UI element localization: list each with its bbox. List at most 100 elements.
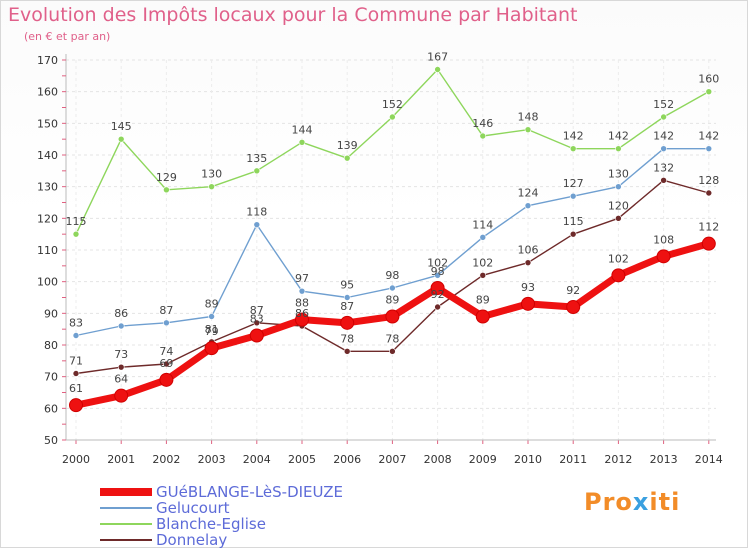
data-point (524, 202, 532, 209)
data-label: 115 (66, 215, 87, 228)
data-label: 102 (608, 252, 629, 265)
chart-subtitle: (en € et par an) (24, 30, 111, 43)
data-label: 86 (295, 307, 309, 320)
data-point (389, 113, 396, 121)
data-point (249, 328, 264, 343)
y-tick-label: 80 (44, 339, 58, 352)
data-label: 98 (431, 265, 445, 278)
y-tick-label: 110 (37, 244, 58, 257)
legend-label: Gelucourt (156, 499, 230, 517)
data-label: 83 (250, 313, 264, 326)
legend-item[interactable]: Donnelay (100, 532, 430, 548)
y-tick-label: 70 (44, 371, 58, 384)
data-point (208, 183, 215, 190)
y-tick-label: 160 (37, 86, 58, 99)
y-tick-label: 90 (44, 307, 58, 320)
legend-item[interactable]: Gelucourt (100, 500, 430, 516)
x-tick-label: 2004 (243, 453, 271, 466)
data-label: 79 (205, 325, 219, 338)
legend: GUéBLANGE-LèS-DIEUZE Gelucourt Blanche-E… (100, 484, 430, 548)
data-point (343, 294, 351, 301)
data-label: 152 (653, 98, 674, 111)
data-label: 87 (250, 304, 264, 317)
y-tick-label: 100 (37, 276, 58, 289)
data-label: 106 (518, 244, 539, 257)
data-point (660, 113, 667, 121)
data-point (117, 363, 125, 371)
legend-label: GUéBLANGE-LèS-DIEUZE (156, 483, 343, 501)
legend-swatch (100, 488, 152, 496)
data-label: 130 (201, 168, 222, 181)
legend-item[interactable]: Blanche-Eglise (100, 516, 430, 532)
data-point (569, 145, 577, 152)
x-tick-label: 2014 (695, 453, 723, 466)
data-point (385, 309, 400, 324)
data-point (569, 192, 577, 200)
data-point (656, 249, 671, 264)
data-point (204, 341, 219, 356)
data-point (615, 145, 622, 152)
data-point (117, 135, 125, 143)
data-label: 135 (246, 152, 267, 165)
data-point (163, 186, 170, 194)
data-point (163, 360, 170, 368)
data-point (660, 145, 667, 152)
x-tick-label: 2002 (152, 453, 180, 466)
proxiti-logo[interactable]: Proxiti (584, 488, 680, 516)
x-tick-label: 2001 (107, 453, 135, 466)
data-point (72, 332, 80, 339)
data-point (479, 234, 487, 241)
data-label: 108 (653, 233, 674, 246)
x-tick-label: 2008 (424, 453, 452, 466)
data-point (208, 313, 215, 320)
x-tick-label: 2009 (469, 453, 497, 466)
x-tick-label: 2013 (650, 453, 678, 466)
data-point (434, 66, 441, 73)
y-tick-label: 150 (37, 117, 58, 130)
data-label: 132 (653, 161, 674, 174)
data-point (298, 139, 306, 146)
data-point (72, 370, 80, 377)
data-label: 81 (205, 323, 219, 336)
data-point (298, 287, 306, 295)
y-tick-label: 120 (37, 212, 58, 225)
data-label: 139 (337, 139, 358, 152)
y-tick-label: 130 (37, 181, 58, 194)
data-point (434, 272, 441, 279)
data-label: 127 (563, 177, 584, 190)
data-point (705, 145, 713, 152)
legend-item[interactable]: GUéBLANGE-LèS-DIEUZE (100, 484, 430, 500)
x-tick-label: 2006 (333, 453, 361, 466)
data-label: 89 (476, 294, 490, 307)
logo-part: x (632, 488, 650, 516)
data-label: 142 (563, 130, 584, 143)
data-label: 112 (698, 221, 719, 234)
data-label: 74 (159, 345, 173, 358)
x-tick-label: 2011 (559, 453, 587, 466)
data-point (479, 272, 487, 279)
data-label: 78 (385, 332, 399, 345)
data-point (114, 388, 129, 403)
data-label: 98 (385, 269, 399, 282)
data-label: 87 (159, 304, 173, 317)
data-point (705, 88, 713, 95)
data-point (566, 300, 581, 314)
data-label: 93 (521, 281, 535, 294)
data-label: 71 (69, 355, 83, 368)
data-point (253, 167, 261, 175)
data-point (611, 268, 626, 283)
data-label: 120 (608, 199, 629, 212)
data-label: 88 (295, 297, 309, 310)
data-label: 86 (114, 307, 128, 320)
data-point (701, 236, 716, 251)
legend-swatch (100, 523, 152, 525)
data-label: 97 (295, 272, 309, 285)
x-tick-label: 2005 (288, 453, 316, 466)
data-label: 89 (385, 294, 399, 307)
chart-title: Evolution des Impôts locaux pour la Comm… (8, 4, 578, 26)
x-tick-label: 2000 (62, 453, 90, 466)
legend-label: Blanche-Eglise (156, 515, 266, 533)
legend-swatch (100, 507, 152, 509)
data-point (479, 132, 487, 140)
